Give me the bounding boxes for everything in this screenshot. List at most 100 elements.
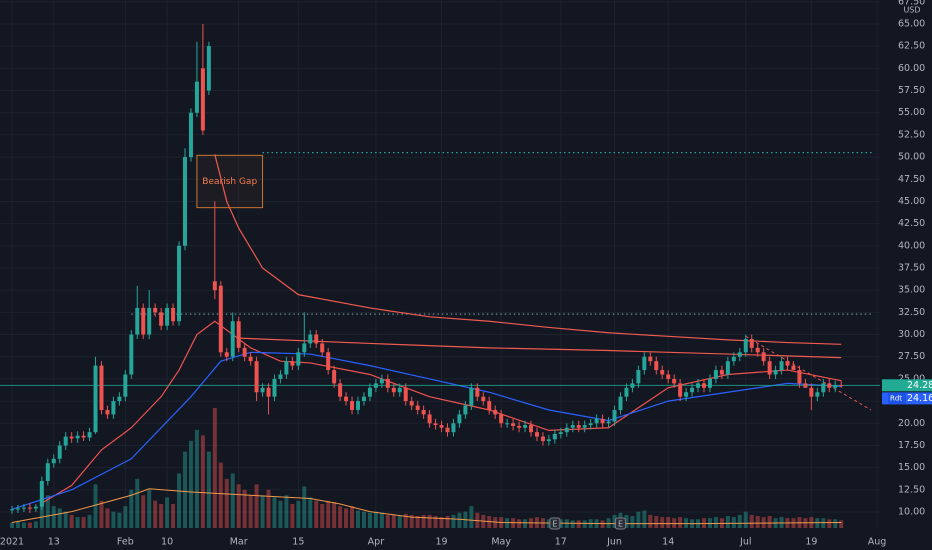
candle-body: [576, 425, 581, 428]
volume-bar: [725, 516, 730, 528]
candle-body: [421, 409, 426, 415]
volume-bar: [27, 522, 32, 528]
candle-body: [45, 463, 50, 481]
candle-body: [779, 361, 784, 371]
candle-body: [123, 374, 128, 397]
volume-bar: [576, 520, 581, 528]
volume-bar: [767, 516, 772, 528]
volume-bar: [224, 478, 229, 528]
gap-box: [196, 154, 264, 209]
candle-body: [749, 338, 754, 348]
candle-body: [403, 387, 408, 402]
volume-bar: [421, 514, 426, 528]
volume-bar: [99, 500, 104, 528]
candle-body: [254, 361, 259, 393]
candle-body: [75, 435, 80, 439]
volume-bar: [206, 451, 211, 528]
volume-bar: [159, 504, 164, 528]
candle-body: [618, 396, 623, 410]
candle-body: [797, 370, 802, 384]
x-tick-label: 14: [662, 537, 674, 548]
volume-bar: [332, 501, 337, 528]
x-tick-label: 10: [161, 537, 173, 548]
volume-bar: [350, 506, 355, 528]
volume-bar: [21, 522, 26, 528]
x-tick-label: 2021: [0, 537, 24, 548]
candle-body: [696, 383, 701, 388]
candle-body: [242, 347, 247, 357]
candle-body: [833, 385, 838, 388]
y-tick-label: 32.50: [898, 307, 925, 318]
candle-body: [743, 338, 748, 353]
volume-bar: [570, 520, 575, 528]
volume-bar: [713, 517, 718, 528]
volume-bar: [10, 522, 14, 528]
volume-bar: [93, 484, 98, 528]
volume-bar: [39, 500, 44, 528]
candle-body: [248, 356, 253, 362]
volume-bar: [457, 512, 462, 528]
volume-bar: [200, 435, 205, 528]
candle-body: [183, 157, 187, 246]
volume-bar: [546, 519, 551, 528]
volume-bar: [51, 506, 56, 528]
candle-body: [212, 281, 217, 291]
candle-body: [451, 423, 456, 433]
volume-bar: [254, 484, 259, 528]
candle-body: [415, 405, 420, 410]
x-tick-label: 19: [435, 537, 447, 548]
volume-bar: [278, 500, 283, 528]
volume-bar: [451, 514, 456, 528]
volume-bar: [260, 495, 265, 528]
candle-body: [105, 409, 110, 415]
candle-body: [367, 387, 372, 397]
candle-body: [373, 383, 378, 388]
volume-bar: [153, 500, 158, 528]
candle-body: [338, 383, 343, 397]
candle-body: [99, 365, 104, 410]
candle-body: [702, 383, 706, 388]
volume-bar: [684, 518, 689, 528]
volume-bar: [272, 497, 277, 528]
volume-bar: [361, 511, 366, 528]
candle-body: [457, 414, 462, 424]
moving-average: [41, 320, 842, 504]
volume-bar: [636, 511, 641, 528]
y-tick-label: 55.00: [898, 107, 925, 118]
volume-bar: [427, 514, 432, 528]
candle-body: [719, 370, 724, 375]
candle-body: [224, 352, 229, 357]
gap-label: Bearish Gap: [202, 177, 257, 187]
volume-bar: [833, 519, 838, 528]
volume-bar: [15, 521, 20, 528]
candle-body: [10, 509, 14, 511]
candle-body: [767, 361, 772, 375]
candle-body: [356, 401, 360, 410]
candle-body: [773, 370, 778, 375]
candle-body: [499, 414, 504, 424]
moving-average: [11, 351, 842, 510]
y-tick-label: 65.00: [898, 18, 925, 29]
candle-body: [827, 383, 832, 388]
candle-body: [600, 418, 605, 424]
candle-body: [582, 425, 587, 428]
y-tick-label: 40.00: [898, 240, 925, 251]
candle-body: [153, 307, 158, 313]
volume-bar: [630, 516, 635, 528]
candle-body: [165, 307, 170, 326]
candle-body: [33, 506, 38, 509]
volume-bar: [296, 500, 301, 528]
candle-body: [51, 458, 56, 464]
candle-body: [636, 370, 641, 384]
volume-bar: [469, 506, 474, 528]
candle-body: [469, 387, 474, 406]
volume-bar: [445, 516, 450, 528]
candle-body: [361, 396, 366, 402]
volume-bar: [755, 516, 760, 528]
volume-bar: [105, 508, 110, 528]
volume-bar: [230, 473, 235, 528]
volume-bar: [194, 429, 199, 528]
candle-body: [39, 480, 44, 507]
candle-body: [540, 436, 545, 442]
